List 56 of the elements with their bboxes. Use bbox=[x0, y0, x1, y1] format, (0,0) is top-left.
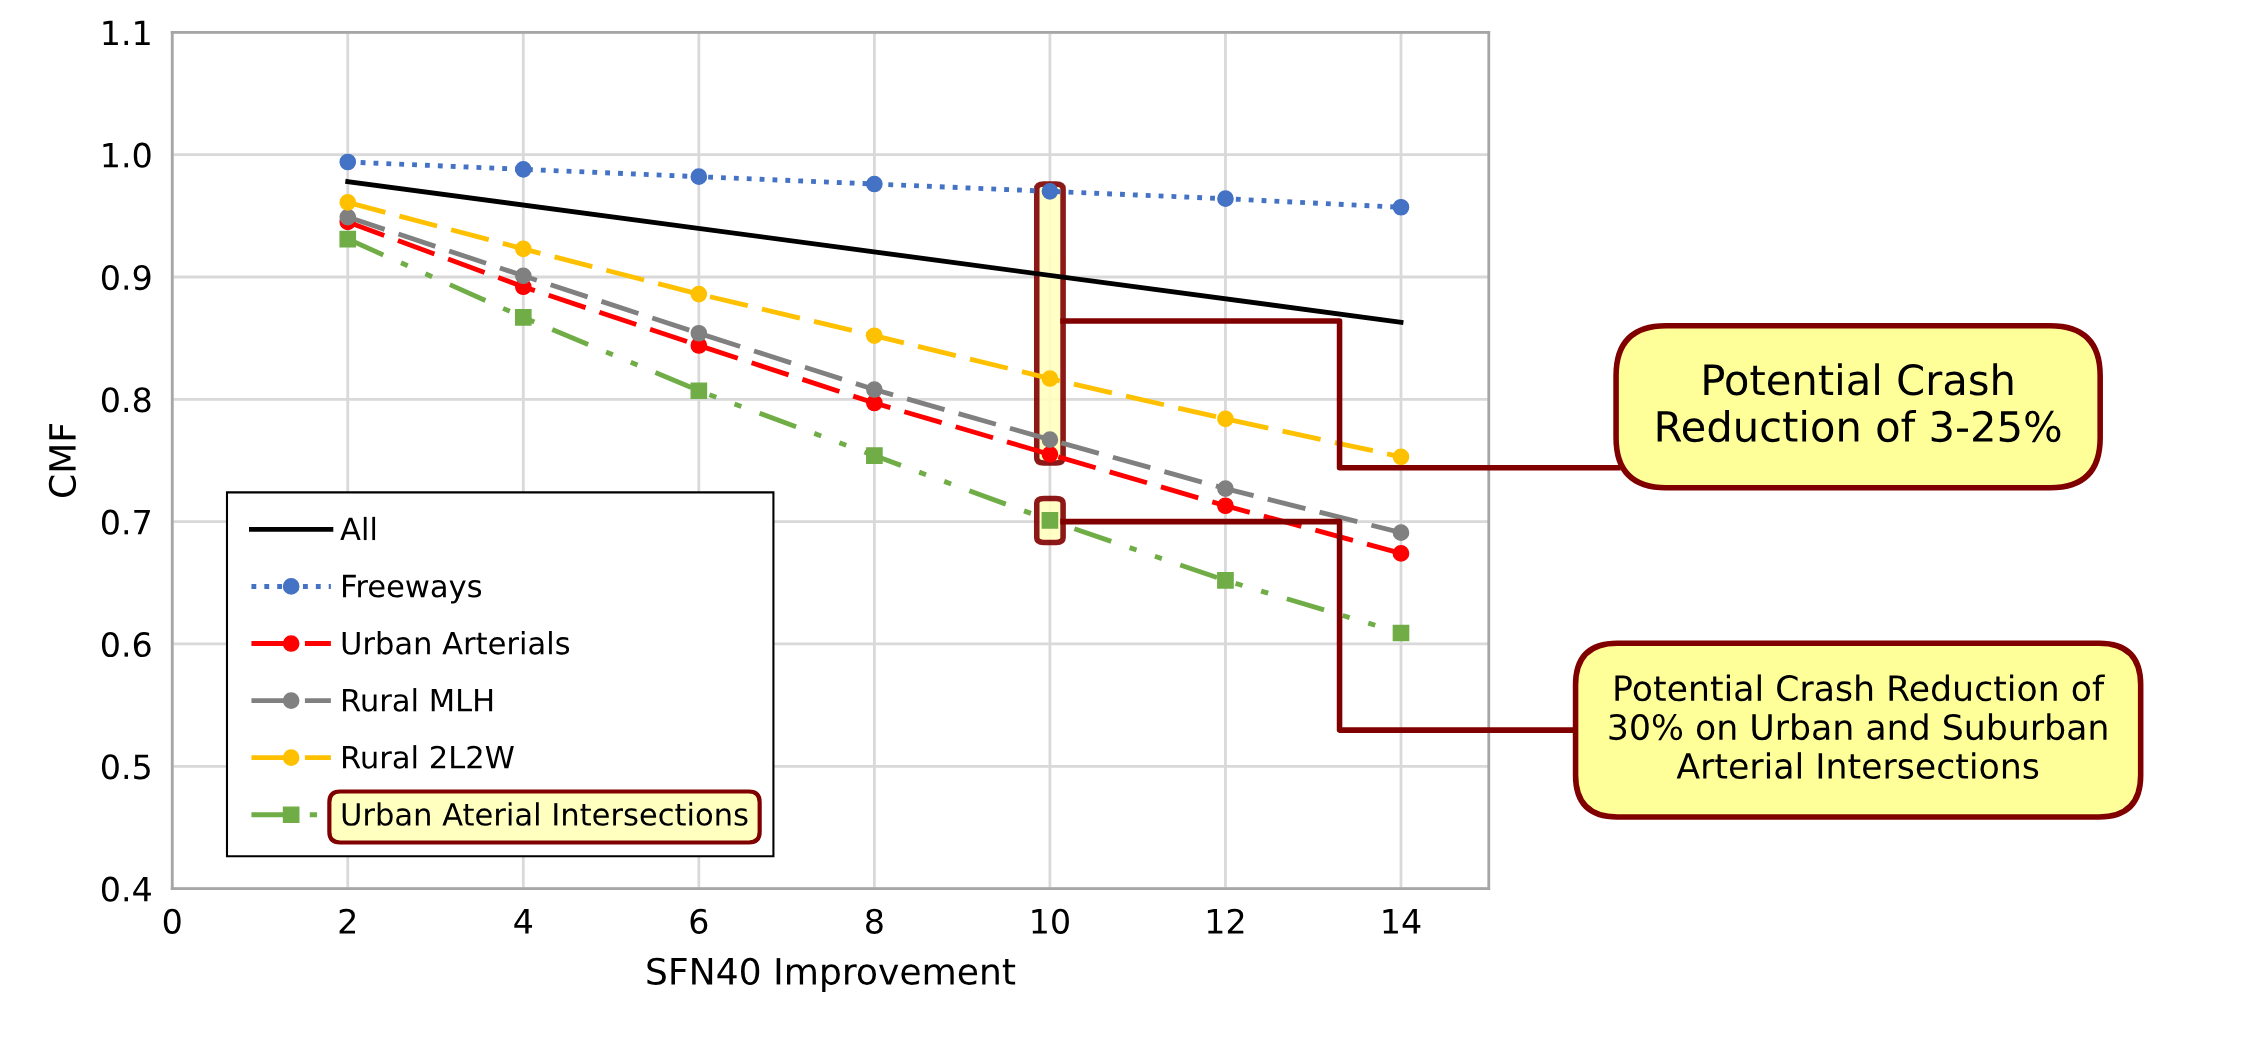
point bbox=[1041, 431, 1059, 449]
x-tick-label: 0 bbox=[163, 908, 181, 934]
point bbox=[514, 267, 532, 285]
legend-label: Urban Arterials bbox=[342, 631, 570, 655]
legend-label: Rural 2L2W bbox=[343, 745, 514, 769]
point bbox=[1217, 497, 1234, 515]
y-tick-label: 0.6 bbox=[101, 631, 151, 658]
point bbox=[1392, 198, 1410, 216]
point bbox=[1041, 370, 1059, 387]
point bbox=[339, 153, 357, 171]
point bbox=[339, 194, 357, 211]
point bbox=[514, 161, 532, 178]
point bbox=[1217, 572, 1234, 589]
legend-label: Urban Aterial Intersections bbox=[342, 802, 748, 826]
x-tick-label: 10 bbox=[1032, 908, 1069, 934]
point bbox=[339, 208, 357, 226]
y-tick-label: 0.7 bbox=[101, 509, 150, 535]
point bbox=[866, 381, 883, 398]
point bbox=[1392, 524, 1410, 541]
y-tick-label: 0.5 bbox=[101, 754, 150, 780]
point bbox=[690, 382, 708, 400]
x-tick-label: 4 bbox=[514, 909, 533, 934]
point bbox=[339, 230, 357, 248]
y-tick-label: 0.8 bbox=[101, 387, 151, 413]
point bbox=[514, 240, 532, 258]
point bbox=[1392, 624, 1410, 642]
text: Potential Crash Reduction of 3-25% bbox=[1657, 363, 2061, 443]
legend-label: Freeways bbox=[343, 574, 482, 604]
y-axis-title: CMF bbox=[48, 424, 77, 498]
y-tick-label: 0.9 bbox=[101, 264, 151, 291]
x-axis-title: SFN40 Improvement bbox=[647, 957, 1016, 992]
x-tick-label: 6 bbox=[690, 908, 708, 934]
point bbox=[514, 309, 532, 326]
legend-label: All bbox=[340, 516, 376, 541]
point bbox=[1392, 545, 1410, 562]
legend-label: Rural MLH bbox=[343, 688, 493, 712]
x-tick-label: 8 bbox=[866, 908, 883, 934]
point bbox=[1041, 183, 1059, 200]
y-tick-label: 1.0 bbox=[103, 142, 151, 168]
point bbox=[690, 324, 708, 342]
point bbox=[866, 447, 883, 464]
x-tick-label: 2 bbox=[339, 908, 356, 934]
point bbox=[1041, 446, 1059, 463]
point bbox=[866, 327, 883, 345]
point bbox=[1217, 480, 1234, 497]
y-tick-label: 1.1 bbox=[103, 20, 150, 45]
point bbox=[1217, 410, 1234, 428]
point bbox=[690, 168, 708, 186]
point bbox=[1217, 190, 1234, 208]
text: Potential Crash Reduction of 30% on Urban and Suburban Arterial Intersections bbox=[1609, 674, 2107, 780]
x-tick-label: 12 bbox=[1207, 908, 1244, 934]
y-tick-label: 0.4 bbox=[101, 876, 151, 902]
point bbox=[1392, 448, 1410, 466]
x-tick-label: 14 bbox=[1383, 909, 1421, 934]
point bbox=[690, 285, 708, 303]
point bbox=[866, 175, 883, 193]
